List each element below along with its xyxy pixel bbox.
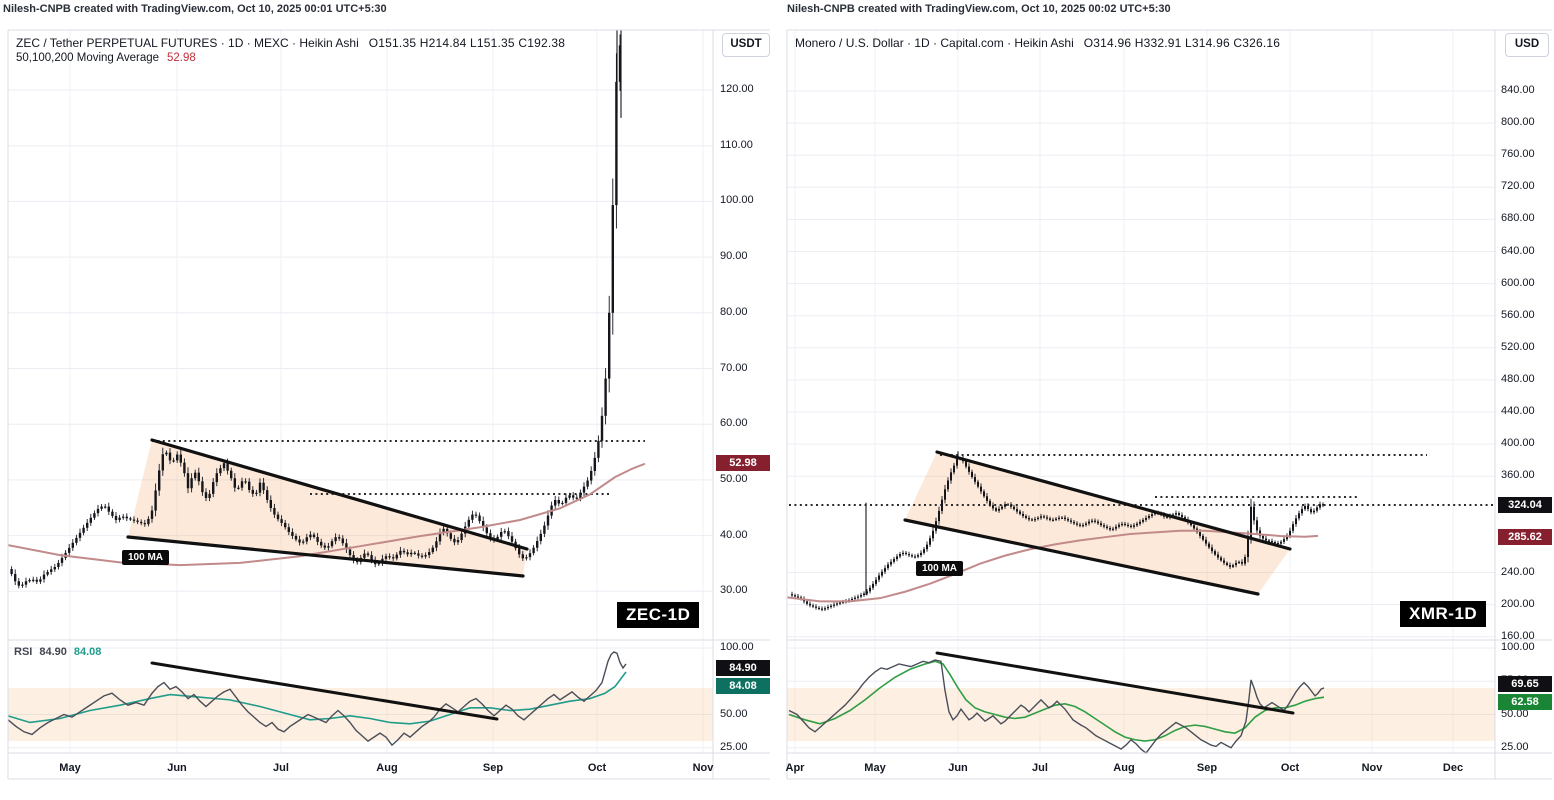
zec-time-axis[interactable] xyxy=(8,755,713,779)
price-tick: 800.00 xyxy=(1501,116,1535,129)
xmr-time-axis[interactable] xyxy=(787,755,1495,779)
month-label-apr: Apr xyxy=(785,762,805,774)
month-label-jul: Jul xyxy=(1032,762,1048,774)
price-tick: 80.00 xyxy=(720,305,748,318)
price-tick: 120.00 xyxy=(720,83,754,95)
month-label-nov: Nov xyxy=(692,762,714,774)
xmr-currency-button[interactable]: USD xyxy=(1505,33,1549,57)
price-tick: 100.00 xyxy=(720,194,754,207)
month-label-oct: Oct xyxy=(587,762,607,774)
xmr-100ma-chip: 100 MA xyxy=(916,561,964,576)
trendline xyxy=(126,535,525,578)
price-tick: 600.00 xyxy=(1501,276,1535,289)
rsi-tick: 100.00 xyxy=(720,641,754,653)
month-label-jun: Jun xyxy=(167,762,187,774)
rsi-line xyxy=(7,651,627,747)
xmr-watermark: Nilesh-CNPB created with TradingView.com… xyxy=(787,3,1171,15)
zec-ma-value: 52.98 xyxy=(167,52,196,64)
price-tick: 30.00 xyxy=(720,584,748,597)
rsi-tick: 100.00 xyxy=(1501,641,1535,653)
rsi-tick: 25.00 xyxy=(720,740,748,753)
xmr-ma-badge: 285.62 xyxy=(1498,529,1552,545)
zec-ma-label: 50,100,200 Moving Average xyxy=(16,52,160,64)
rsi-band xyxy=(787,687,1495,742)
xmr-price-badge: 324.04 xyxy=(1498,497,1552,513)
rsi-trendline xyxy=(935,651,1295,715)
price-tick: 560.00 xyxy=(1501,308,1535,321)
zec-currency-button[interactable]: USDT xyxy=(722,33,770,57)
xmr-title-row: Monero / U.S. Dollar · 1D · Capital.com … xyxy=(795,36,1280,50)
rsi-tick: 25.00 xyxy=(1501,740,1529,753)
price-tick: 160.00 xyxy=(1501,629,1535,642)
price-tick: 240.00 xyxy=(1501,565,1535,578)
trendline xyxy=(935,450,1292,551)
price-tick: 440.00 xyxy=(1501,405,1535,417)
price-tick: 110.00 xyxy=(720,138,753,151)
price-tick: 70.00 xyxy=(720,361,748,374)
zec-ma-row: 50,100,200 Moving Average 52.98 xyxy=(16,52,196,64)
month-label-aug: Aug xyxy=(1113,762,1135,774)
month-label-aug: Aug xyxy=(376,762,398,774)
xmr-rsi-badge: 69.65 xyxy=(1498,676,1552,692)
xmr-rsi-ma-badge: 62.58 xyxy=(1498,694,1552,710)
zec-title-row: ZEC / Tether PERPETUAL FUTURES · 1D · ME… xyxy=(16,36,565,50)
zec-symbol-title: ZEC / Tether PERPETUAL FUTURES · 1D · ME… xyxy=(16,36,359,50)
month-label-nov: Nov xyxy=(1361,762,1383,774)
rsi-line xyxy=(788,659,1325,755)
month-label-dec: Dec xyxy=(1442,762,1464,774)
zec-ohlc-values: O151.35 H214.84 L151.35 C192.38 xyxy=(368,36,566,50)
price-tick: 200.00 xyxy=(1501,597,1535,610)
zec-rsi-badge: 84.90 xyxy=(716,660,770,676)
xmr-price-axis[interactable] xyxy=(1495,30,1554,753)
month-label-jun: Jun xyxy=(948,762,968,774)
rsi-tick: 50.00 xyxy=(1501,707,1529,720)
rsi-trendline xyxy=(150,661,499,721)
rsi-ma-line xyxy=(7,671,627,725)
zec-price-badge: 52.98 xyxy=(716,455,770,471)
price-tick: 680.00 xyxy=(1501,212,1535,225)
price-tick: 60.00 xyxy=(720,417,748,430)
price-tick: 360.00 xyxy=(1501,469,1535,482)
month-label-sep: Sep xyxy=(1196,762,1218,774)
price-tick: 840.00 xyxy=(1501,84,1535,96)
price-tick: 90.00 xyxy=(720,250,748,263)
month-label-sep: Sep xyxy=(482,762,504,774)
xmr-ohlc-values: O314.96 H332.91 L314.96 C326.16 xyxy=(1083,36,1281,50)
price-tick: 40.00 xyxy=(720,528,748,541)
price-tick: 480.00 xyxy=(1501,372,1535,385)
trendline xyxy=(903,518,1260,596)
price-tick: 640.00 xyxy=(1501,244,1535,257)
zec-rsi-value: 84.90 xyxy=(39,646,67,658)
zec-rsi-ma-badge: 84.08 xyxy=(716,678,770,694)
xmr-pair-label: XMR-1D xyxy=(1400,601,1487,627)
month-label-may: May xyxy=(864,762,886,774)
zec-100ma-chip: 100 MA xyxy=(122,550,170,565)
ma-100-line xyxy=(787,529,1319,603)
month-label-oct: Oct xyxy=(1280,762,1300,774)
rsi-tick: 50.00 xyxy=(720,707,748,720)
zec-rsi-label: RSI xyxy=(14,646,33,658)
month-label-jul: Jul xyxy=(273,762,289,774)
price-tick: 720.00 xyxy=(1501,180,1535,193)
zec-rsi-ma-value: 84.08 xyxy=(73,646,102,658)
zec-watermark: Nilesh-CNPB created with TradingView.com… xyxy=(3,3,387,15)
zec-price-axis[interactable] xyxy=(713,30,773,753)
candles xyxy=(10,30,622,589)
zec-rsi-legend: RSI 84.90 84.08 xyxy=(14,646,101,658)
trendline xyxy=(150,438,529,551)
price-tick: 50.00 xyxy=(720,472,748,485)
rsi-ma-line xyxy=(788,660,1325,742)
zec-pair-label: ZEC-1D xyxy=(617,602,700,628)
price-tick: 400.00 xyxy=(1501,437,1535,450)
price-tick: 520.00 xyxy=(1501,340,1535,353)
price-tick: 760.00 xyxy=(1501,148,1535,161)
xmr-symbol-title: Monero / U.S. Dollar · 1D · Capital.com … xyxy=(795,36,1074,50)
month-label-may: May xyxy=(59,762,81,774)
